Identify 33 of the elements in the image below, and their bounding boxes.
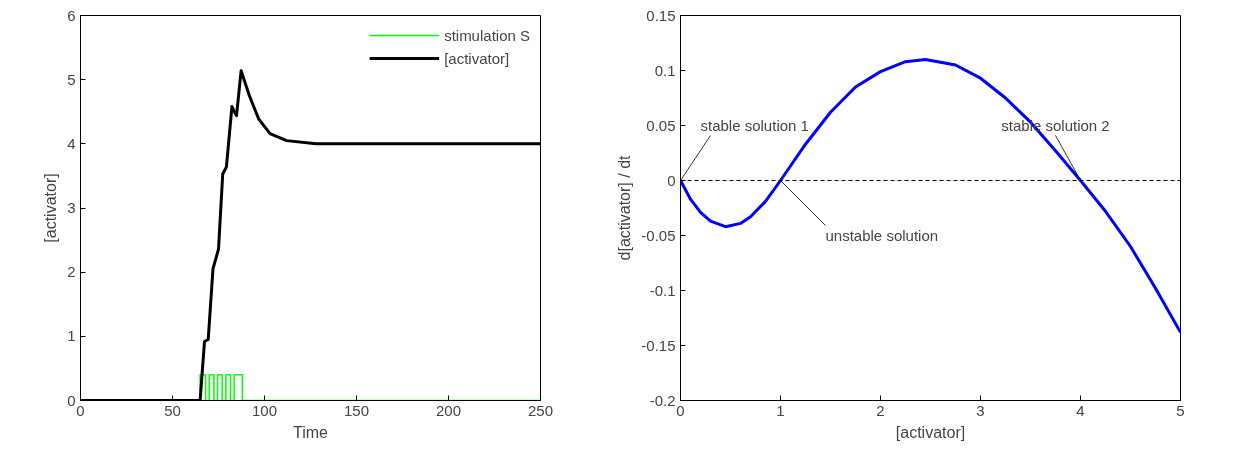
y-axis-title: d[activator] / dt [616, 154, 634, 261]
y-tick-label: 4 [67, 134, 76, 152]
x-tick-label: 1 [776, 401, 785, 419]
y-tick-label: 0.15 [646, 6, 676, 24]
x-tick-label: 4 [1076, 401, 1085, 419]
y-tick-label: -0.15 [641, 336, 676, 354]
x-tick-label: 100 [251, 401, 278, 419]
y-axis-title: [activator] [42, 173, 60, 243]
y-tick-label: -0.2 [649, 391, 676, 409]
y-tick-label: 1 [67, 327, 76, 345]
y-tick-label: 6 [67, 6, 76, 24]
y-tick-label: 0 [667, 171, 676, 189]
x-tick-label: 200 [435, 401, 462, 419]
x-tick-label: 3 [976, 401, 985, 419]
line-series [680, 58, 1181, 334]
x-axis-title: [activator] [895, 423, 966, 441]
x-axis-title: Time [293, 423, 329, 441]
y-tick-label: 2 [67, 263, 76, 281]
y-tick-label: 5 [67, 70, 76, 88]
x-tick-label: 5 [1176, 401, 1185, 419]
y-tick-label: 0.05 [646, 116, 676, 134]
x-tick-label: 50 [164, 401, 181, 419]
x-tick-label: 250 [527, 401, 554, 419]
x-tick-label: 2 [876, 401, 885, 419]
legend-label: [activator] [444, 49, 510, 67]
annotation: unstable solution [825, 226, 939, 244]
y-tick-label: 3 [67, 199, 76, 216]
annotation: stable solution 1 [700, 116, 809, 134]
y-tick-label: -0.1 [649, 281, 676, 299]
y-tick-label: 0.1 [654, 61, 676, 79]
y-tick-label: -0.05 [641, 226, 676, 244]
legend-label: stimulation S [444, 26, 530, 44]
x-tick-label: 150 [343, 401, 370, 419]
